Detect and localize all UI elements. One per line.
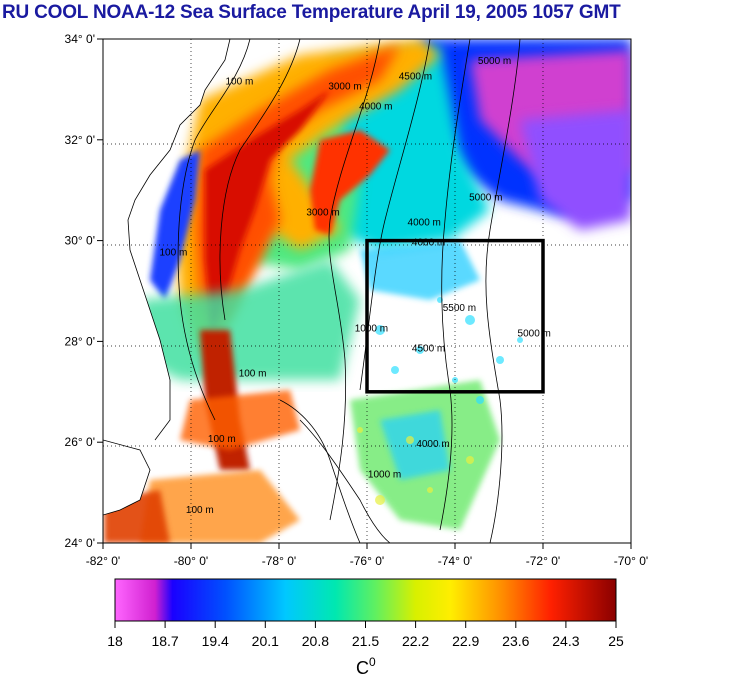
- colorbar-tick-label: 19.4: [202, 633, 229, 649]
- land-keys: [103, 440, 150, 515]
- colorbar-tick-label: 25: [608, 633, 624, 649]
- lat-tick-label: 24° 0': [65, 536, 95, 550]
- contour-label: 5000 m: [518, 328, 551, 339]
- colorbar-tick-label: 23.6: [502, 633, 529, 649]
- contour-label: 100 m: [186, 505, 214, 516]
- contour-labels: 100 m 100 m 100 m 100 m 100 m 3000 m 3000 m 400…: [160, 56, 551, 516]
- colorbar-ticks: 18 18.7 19.4 20.1 20.8 21.5 22.2 22.9 23.6 24.3 25: [107, 621, 624, 649]
- contour-label: 1000 m: [368, 469, 401, 480]
- contour-label: 1000 m: [355, 323, 388, 334]
- lat-tick-label: 28° 0': [65, 334, 95, 348]
- lon-tick-label: -76° 0': [350, 554, 384, 568]
- contour-label: 5000 m: [478, 56, 511, 67]
- contour-label: 100 m: [208, 434, 236, 445]
- colorbar-tick-label: 24.3: [552, 633, 579, 649]
- colorbar-tick-label: 21.5: [352, 633, 379, 649]
- lat-tick-label: 26° 0': [65, 435, 95, 449]
- contour-label: 100 m: [226, 76, 254, 87]
- lat-tick-label: 30° 0': [65, 234, 95, 248]
- colorbar-tick-label: 22.9: [452, 633, 479, 649]
- contour-label: 4500 m: [412, 343, 445, 354]
- lon-tick-label: -78° 0': [262, 554, 296, 568]
- contour-label: 4000 m: [359, 102, 392, 113]
- map-title: RU COOL NOAA-12 Sea Surface Temperature …: [2, 2, 621, 23]
- lon-tick-label: -80° 0': [174, 554, 208, 568]
- colorbar-tick-label: 22.2: [402, 633, 429, 649]
- lon-tick-label: -82° 0': [86, 554, 120, 568]
- lat-tick-label: 32° 0': [65, 133, 95, 147]
- contour-label: 3000 m: [328, 81, 361, 92]
- contour-label: 4000 m: [412, 238, 445, 249]
- land-florida-georgia: [103, 39, 230, 440]
- colorbar-tick-label: 20.1: [252, 633, 279, 649]
- lon-tick-label: -74° 0': [438, 554, 472, 568]
- colorbar-tick-label: 20.8: [302, 633, 329, 649]
- graticule: [103, 39, 631, 543]
- contour-label: 4500 m: [399, 71, 432, 82]
- coastline-contours: [103, 39, 521, 543]
- contour-label: 4000 m: [416, 439, 449, 450]
- contour-label: 3000 m: [306, 207, 339, 218]
- contour-label: 4000 m: [408, 217, 441, 228]
- lon-tick-label: -70° 0': [614, 554, 648, 568]
- colorbar-tick-label: 18: [107, 633, 123, 649]
- contour-label: 5500 m: [443, 303, 476, 314]
- lat-tick-label: 34° 0': [65, 32, 95, 46]
- colorbar: [114, 578, 617, 622]
- colorbar-unit: C0: [356, 655, 376, 678]
- contour-label: 5000 m: [469, 192, 502, 203]
- colorbar-tick-label: 18.7: [151, 633, 178, 649]
- region-box: [365, 238, 545, 394]
- longitude-axis: -82° 0' -80° 0' -78° 0' -76° 0' -74° 0' -72° …: [86, 543, 648, 568]
- latitude-axis: 34° 0' 32° 0' 30° 0' 28° 0' 26° 0' 24° 0': [65, 32, 103, 550]
- contour-label: 100 m: [160, 248, 188, 259]
- sst-imagery: [103, 39, 631, 543]
- lon-tick-label: -72° 0': [526, 554, 560, 568]
- contour-label: 100 m: [239, 369, 267, 380]
